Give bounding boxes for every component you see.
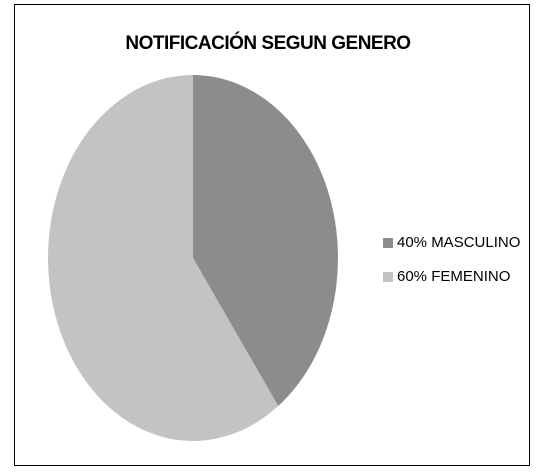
pie-slice — [47, 75, 279, 442]
pie-slice — [193, 75, 338, 407]
legend-swatch — [383, 272, 393, 282]
legend-swatch — [383, 238, 393, 248]
legend-label: 60% FEMENINO — [397, 268, 510, 285]
legend-label: 40% MASCULINO — [397, 234, 520, 251]
chart-title: NOTIFICACIÓN SEGUN GENERO — [125, 32, 410, 54]
